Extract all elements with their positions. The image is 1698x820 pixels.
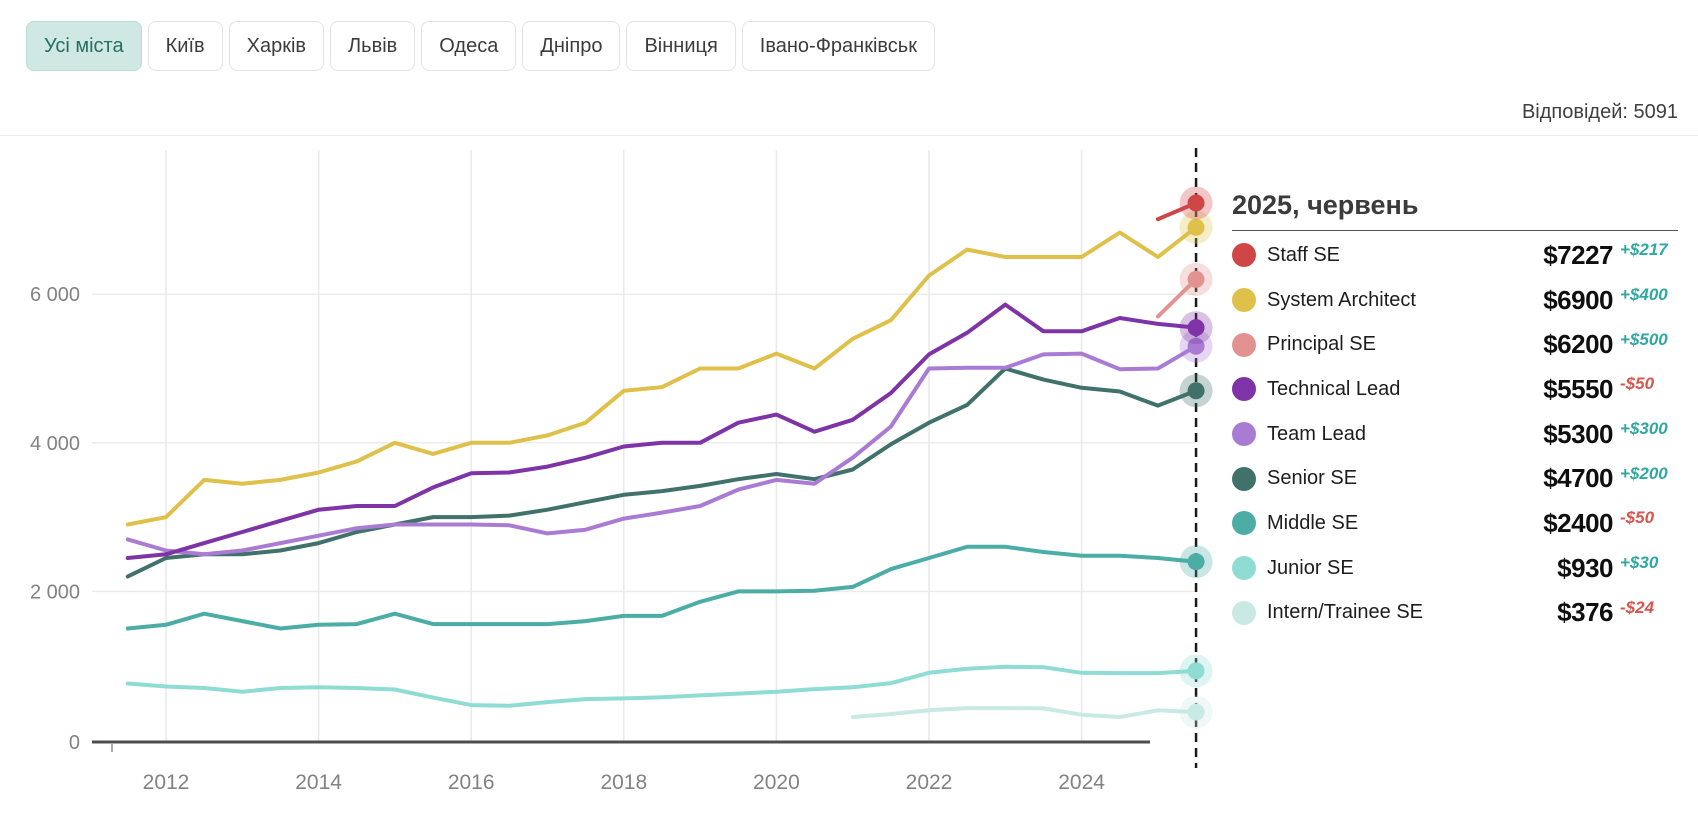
x-tick-label: 2012 [143,771,190,794]
tab-київ[interactable]: Київ [147,21,223,71]
tab-харків[interactable]: Харків [228,21,325,71]
legend-row-junior-se[interactable]: Junior SE $930 +$30 [1232,546,1678,591]
legend-diff: +$200 [1620,463,1668,483]
legend-label: Staff SE [1267,243,1341,266]
legend-value: $930 [1557,552,1613,583]
legend-color-dot [1232,600,1256,625]
legend-value: $2400 [1543,507,1613,538]
legend-value: $7227 [1543,239,1613,270]
x-tick-label: 2014 [295,771,342,794]
x-tick-label: 2020 [753,771,800,794]
legend-diff: -$50 [1620,374,1655,394]
series-line-senior-se[interactable] [125,366,1198,579]
tab-усі-міста[interactable]: Усі міста [26,21,142,71]
tab-вінниця[interactable]: Вінниця [626,21,736,71]
endpoint-dot-technical-lead[interactable] [1187,319,1205,337]
chart-legend: 2025, червень Staff SE $7227 +$217 System A… [1232,190,1678,635]
legend-row-middle-se[interactable]: Middle SE $2400 -$50 [1232,501,1678,546]
legend-diff: -$24 [1620,597,1655,617]
legend-row-system-architect[interactable]: System Architect $6900 +$400 [1232,278,1678,323]
legend-diff: +$500 [1620,329,1668,349]
legend-diff: +$217 [1620,240,1668,260]
legend-label: Technical Lead [1267,377,1401,400]
legend-title: 2025, червень [1232,190,1678,231]
legend-color-dot [1232,243,1256,268]
endpoint-dot-team-lead[interactable] [1187,337,1205,355]
legend-row-technical-lead[interactable]: Technical Lead $5550 -$50 [1232,367,1678,412]
series-line-principal-se[interactable] [1155,277,1198,319]
legend-label: Team Lead [1267,422,1366,445]
legend-diff: +$300 [1620,419,1668,439]
legend-color-dot [1232,466,1256,491]
legend-value: $5550 [1543,373,1613,404]
tab-одеса[interactable]: Одеса [421,21,517,71]
series-line-intern-trainee-se[interactable] [850,706,1198,719]
legend-label: Middle SE [1267,511,1359,534]
endpoint-dot-principal-se[interactable] [1187,270,1205,288]
legend-value: $4700 [1543,463,1613,494]
legend-label: Principal SE [1267,333,1376,356]
y-tick-label: 2 000 [30,581,80,603]
legend-color-dot [1232,422,1256,447]
endpoint-dot-senior-se[interactable] [1187,382,1205,400]
legend-value: $6900 [1543,284,1613,315]
series-line-technical-lead[interactable] [125,302,1198,560]
series-line-junior-se[interactable] [125,664,1198,708]
endpoint-dot-middle-se[interactable] [1187,553,1205,571]
legend-value: $376 [1557,597,1613,628]
endpoint-dot-junior-se[interactable] [1187,662,1205,680]
legend-label: Intern/Trainee SE [1267,601,1424,624]
tab-івано-франківськ[interactable]: Івано-Франківськ [741,21,935,71]
city-filter-tabs: Усі міста Київ Харків Львів Одеса Дніпро Вінни… [26,21,935,71]
legend-diff: -$50 [1620,508,1655,528]
y-tick-label: 0 [69,732,80,754]
legend-value: $6200 [1543,329,1613,360]
legend-row-senior-se[interactable]: Senior SE $4700 +$200 [1232,456,1678,501]
x-tick-label: 2016 [448,771,495,794]
header-divider [0,135,1698,136]
legend-diff: +$30 [1620,553,1659,573]
legend-color-dot [1232,377,1256,402]
series-line-system-architect[interactable] [125,225,1198,527]
endpoint-dot-system-architect[interactable] [1187,218,1205,236]
legend-color-dot [1232,511,1256,536]
legend-label: Junior SE [1267,556,1354,579]
x-tick-label: 2018 [600,771,647,794]
tab-дніпро[interactable]: Дніпро [522,21,621,71]
endpoint-dot-intern-trainee-se[interactable] [1187,703,1205,721]
series-line-middle-se[interactable] [125,544,1198,631]
legend-row-intern-trainee-se[interactable]: Intern/Trainee SE $376 -$24 [1232,591,1678,636]
y-tick-label: 4 000 [30,433,80,455]
legend-diff: +$400 [1620,285,1668,305]
endpoint-dot-staff-se[interactable] [1187,194,1205,212]
legend-label: Senior SE [1267,467,1358,490]
x-tick-label: 2024 [1058,771,1105,794]
legend-row-principal-se[interactable]: Principal SE $6200 +$500 [1232,322,1678,367]
x-tick-label: 2022 [906,771,953,794]
legend-value: $5300 [1543,418,1613,449]
responses-count: Відповідей: 5091 [1521,101,1678,123]
legend-rows: Staff SE $7227 +$217 System Architect $6900 +… [1232,233,1678,635]
legend-color-dot [1232,332,1256,357]
series-line-team-lead[interactable] [125,344,1198,557]
y-tick-label: 6 000 [30,284,80,306]
legend-row-staff-se[interactable]: Staff SE $7227 +$217 [1232,233,1678,278]
legend-color-dot [1232,556,1256,581]
legend-color-dot [1232,288,1256,313]
legend-row-team-lead[interactable]: Team Lead $5300 +$300 [1232,412,1678,457]
legend-label: System Architect [1267,288,1416,311]
tab-львів[interactable]: Львів [330,21,416,71]
